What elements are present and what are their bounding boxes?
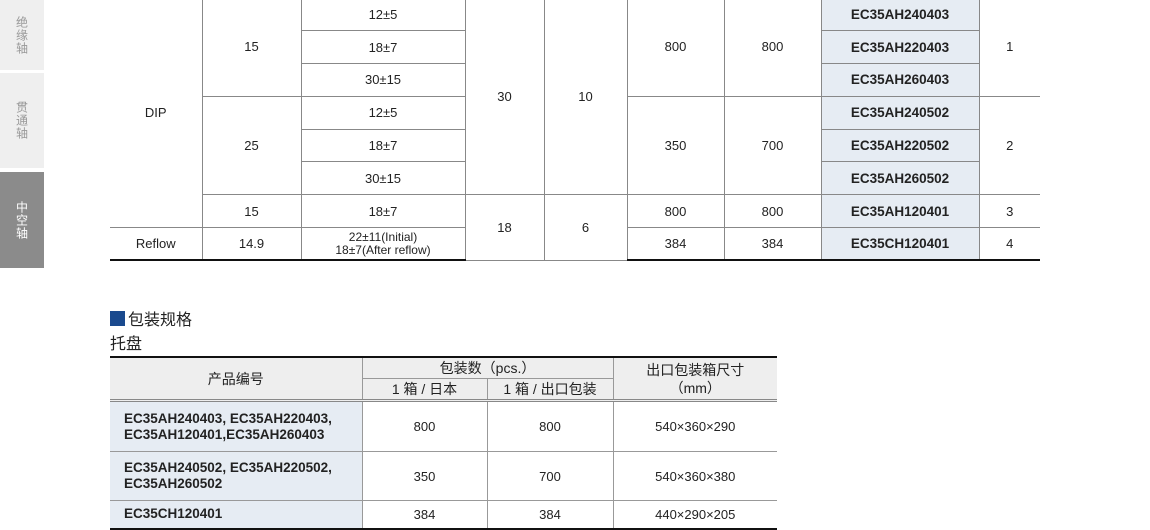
cell: 18±7 xyxy=(301,30,466,65)
cell: 18±7 xyxy=(300,194,466,229)
part-number: EC35AH240502 xyxy=(820,95,980,130)
product-line: EC35CH120401 xyxy=(124,506,223,522)
cell-line: 18±7(After reflow) xyxy=(335,242,431,257)
product-cell: EC35CH120401 xyxy=(110,500,363,530)
cell: 540×360×380 xyxy=(612,451,777,501)
cell: 18±7 xyxy=(301,128,466,163)
table-row: EC35CH120401 384 384 440×290×205 xyxy=(110,500,777,530)
product-cell: EC35AH240403, EC35AH220403, EC35AH120401,… xyxy=(110,399,363,452)
part-number: EC35AH220502 xyxy=(820,128,980,163)
table-row: 15 18±7 18 6 800 800 EC35AH120401 3 xyxy=(110,194,1040,261)
part-number: EC35CH120401 xyxy=(820,227,980,262)
cell: 30±15 xyxy=(301,63,466,97)
cell: 30±15 xyxy=(301,161,466,196)
cell: 2 xyxy=(978,95,1040,196)
header-row: 产品编号 包装数（pcs.） 出口包装箱尺寸 （mm） xyxy=(110,356,777,401)
product-line: EC35AH120401,EC35AH260403 xyxy=(124,426,325,442)
cell: DIP xyxy=(110,0,203,229)
packaging-table: 产品编号 包装数（pcs.） 出口包装箱尺寸 （mm） 1 箱 / 日本 1 箱 … xyxy=(110,356,777,530)
header-japan: 1 箱 / 日本 xyxy=(362,378,488,401)
cell: 14.9 xyxy=(201,227,302,262)
table-row: 18±7 EC35AH220502 xyxy=(110,128,1040,163)
spec-table: DIP 15 12±5 30 10 800 800 EC35AH240403 1… xyxy=(110,0,1040,262)
cell: 700 xyxy=(723,95,822,196)
section-heading: 包装规格 xyxy=(110,306,192,330)
section-subtitle: 托盘 xyxy=(110,336,143,353)
cell: 700 xyxy=(486,451,614,501)
cell: 384 xyxy=(723,227,822,262)
cell: Reflow xyxy=(110,227,203,262)
header-product: 产品编号 xyxy=(110,356,363,401)
sidebar-tab-insulated-shaft[interactable]: 绝缘轴 xyxy=(0,0,44,70)
cell: 22±11(Initial) 18±7(After reflow) xyxy=(300,227,466,262)
product-line: EC35AH260502 xyxy=(124,476,223,491)
cell: 6 xyxy=(543,194,628,261)
cell: 30 xyxy=(464,0,545,196)
cell-line: 22±11(Initial) xyxy=(348,229,418,244)
cell: 800 xyxy=(361,399,488,452)
table-row: 30±15 EC35AH260502 xyxy=(110,161,1040,196)
cell: 384 xyxy=(486,500,614,530)
cell: 540×360×290 xyxy=(612,399,777,452)
part-number: EC35AH240403 xyxy=(820,0,980,32)
table-row: 18±7 EC35AH220403 xyxy=(110,30,1040,65)
cell: 12±5 xyxy=(300,95,466,130)
sidebar-tab-hollow-shaft[interactable]: 中空轴 xyxy=(0,172,44,268)
product-cell: EC35AH240502, EC35AH220502, EC35AH260502 xyxy=(110,451,363,501)
table-row: EC35AH240502, EC35AH220502, EC35AH260502 … xyxy=(110,451,777,501)
product-line: EC35AH240403, EC35AH220403, xyxy=(124,410,332,426)
cell: 1 xyxy=(978,0,1040,97)
cell: 4 xyxy=(978,227,1040,262)
header-size-label: 出口包装箱尺寸 xyxy=(646,361,745,378)
header-qty: 包装数（pcs.） xyxy=(361,356,614,379)
cell: 12±5 xyxy=(300,0,466,32)
cell: 384 xyxy=(626,227,725,262)
cell: 800 xyxy=(486,399,614,452)
cell: 800 xyxy=(723,194,822,229)
cell: 350 xyxy=(626,95,725,196)
cell: 800 xyxy=(626,0,725,97)
square-bullet-icon xyxy=(110,310,125,326)
cell: 384 xyxy=(361,500,488,530)
header-size: 出口包装箱尺寸 （mm） xyxy=(612,356,777,401)
part-number: EC35AH220403 xyxy=(820,30,980,65)
part-number: EC35AH260403 xyxy=(820,63,980,97)
cell: 350 xyxy=(361,451,488,501)
cell: 800 xyxy=(723,0,822,97)
section-title: 包装规格 xyxy=(128,312,193,329)
table-row: 30±15 EC35AH260403 xyxy=(110,63,1040,97)
product-line: EC35AH240502, EC35AH220502, xyxy=(124,460,332,475)
cell: 15 xyxy=(201,0,302,97)
cell: 25 xyxy=(202,95,302,196)
part-number: EC35AH120401 xyxy=(820,194,980,229)
cell: 440×290×205 xyxy=(612,500,777,530)
cell: 800 xyxy=(626,194,725,229)
cell: 15 xyxy=(202,194,302,229)
cell: 3 xyxy=(978,194,1040,229)
part-number: EC35AH260502 xyxy=(820,161,980,196)
header-size-unit: （mm） xyxy=(669,379,721,396)
table-row: DIP 15 12±5 30 10 800 800 EC35AH240403 1 xyxy=(110,0,1040,229)
table-row: 25 12±5 350 700 EC35AH240502 2 xyxy=(110,95,1040,196)
cell: 18 xyxy=(464,194,545,261)
cell: 10 xyxy=(543,0,628,196)
table-row: EC35AH240403, EC35AH220403, EC35AH120401,… xyxy=(110,399,777,452)
header-row: 1 箱 / 日本 1 箱 / 出口包装 xyxy=(110,378,777,401)
sidebar-tab-through-shaft[interactable]: 贯通轴 xyxy=(0,73,44,168)
header-export: 1 箱 / 出口包装 xyxy=(486,378,614,401)
table-row: Reflow 14.9 22±11(Initial) 18±7(After ref… xyxy=(110,227,1040,262)
